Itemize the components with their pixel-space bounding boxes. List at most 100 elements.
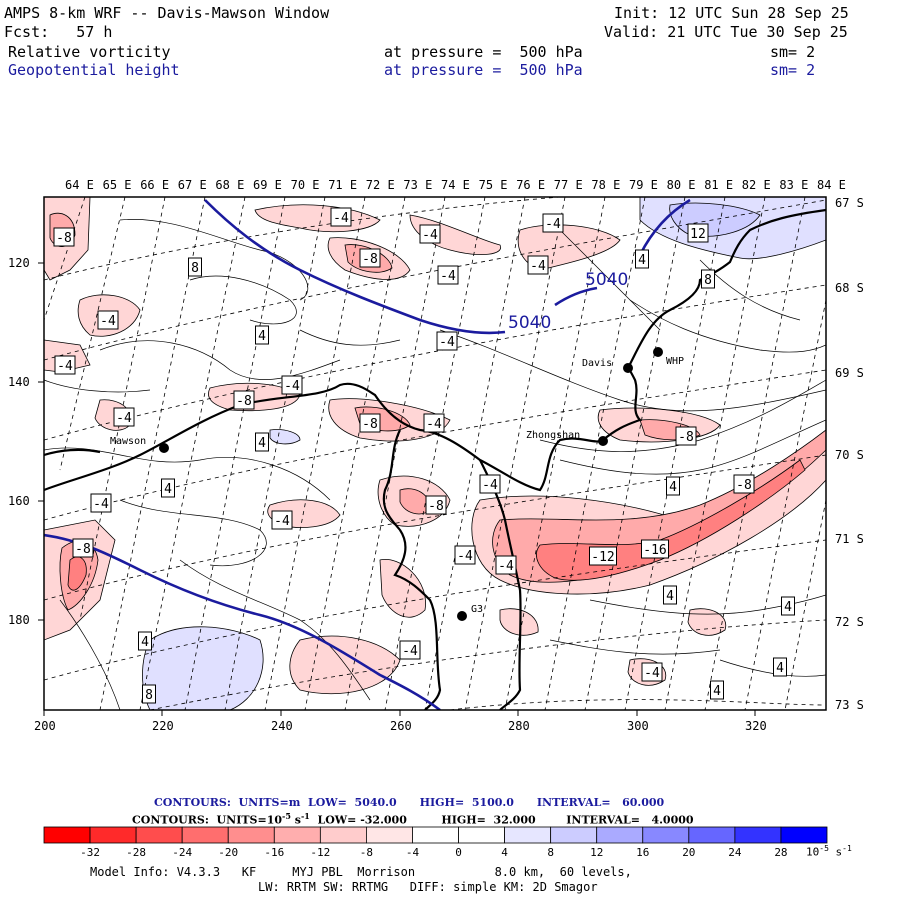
- longitude-label: 78 E: [591, 178, 620, 192]
- colorbar-tick-label: -24: [172, 846, 192, 859]
- vorticity-label: 4: [255, 432, 269, 452]
- colorbar-tick-label: 28: [774, 846, 787, 859]
- field2-level: at pressure = 500 hPa: [384, 61, 583, 79]
- shading-dark: [67, 459, 806, 591]
- colorbar-segment: [319, 826, 367, 844]
- station-zhongshan-label: Zhongshan: [526, 430, 580, 441]
- contours-vorticity-info: CONTOURS: UNITS=10-5 s-1 LOW= -32.000 HI…: [132, 811, 694, 827]
- height-label: 5040: [585, 270, 628, 290]
- svg-text:-4: -4: [498, 559, 514, 574]
- vorticity-label: 4: [663, 585, 677, 605]
- longitude-label: 64 E: [65, 178, 94, 192]
- vorticity-label: -4: [399, 640, 421, 660]
- y-tick-label: 120: [8, 256, 30, 270]
- vorticity-label: 4: [666, 476, 680, 496]
- model-physics: LW: RRTM SW: RRTMG DIFF: simple KM: 2D S…: [258, 880, 598, 894]
- latitude-label: 69 S: [835, 366, 864, 380]
- longitude-label: 81 E: [704, 178, 733, 192]
- vorticity-label: -4: [97, 310, 119, 330]
- colorbar-unit: 10-5 s-1: [806, 844, 852, 859]
- vorticity-label: -4: [271, 510, 293, 530]
- field2-smoothing: sm= 2: [770, 61, 816, 79]
- svg-text:-8: -8: [736, 478, 752, 493]
- svg-text:-4: -4: [402, 644, 418, 659]
- colorbar-segment: [504, 826, 552, 844]
- colorbar-segment: [596, 826, 644, 844]
- svg-text:-4: -4: [530, 259, 546, 274]
- y-tick-label: 160: [8, 494, 30, 508]
- colorbar-segment: [43, 826, 91, 844]
- vorticity-label: -4: [281, 375, 303, 395]
- vorticity-label: -8: [72, 538, 94, 558]
- station-davis-label: Davis: [582, 358, 612, 369]
- svg-text:-4: -4: [439, 335, 455, 350]
- svg-text:-8: -8: [75, 542, 91, 557]
- longitude-label: 71 E: [328, 178, 357, 192]
- svg-text:-4: -4: [274, 514, 290, 529]
- latitude-label: 67 S: [835, 196, 864, 210]
- colorbar-tick-label: 4: [501, 846, 508, 859]
- vorticity-label: -8: [359, 248, 381, 268]
- svg-text:4: 4: [164, 482, 172, 497]
- station-markers: [159, 347, 663, 621]
- vorticity-label: 8: [701, 269, 715, 289]
- colorbar-segment: [550, 826, 598, 844]
- longitude-label: 69 E: [253, 178, 282, 192]
- station-g3-label: G3: [471, 604, 483, 615]
- colorbar-tick-label: 20: [682, 846, 695, 859]
- x-tick-label: 300: [627, 719, 649, 733]
- colorbar-segment: [135, 826, 183, 844]
- svg-text:-16: -16: [643, 543, 666, 558]
- x-axis-ticks: 200 220 240 260 280 300 320: [34, 719, 767, 733]
- svg-text:-4: -4: [422, 228, 438, 243]
- longitude-label: 77 E: [554, 178, 583, 192]
- latitude-label: 72 S: [835, 615, 864, 629]
- thin-contours: [44, 219, 826, 710]
- longitude-label: 67 E: [178, 178, 207, 192]
- coastline: [44, 208, 826, 710]
- vorticity-label: -4: [423, 413, 445, 433]
- station-mawson-marker: [159, 443, 169, 453]
- x-tick-label: 280: [508, 719, 530, 733]
- longitude-label: 66 E: [140, 178, 169, 192]
- svg-text:4: 4: [776, 661, 784, 676]
- vorticity-label: -4: [454, 545, 476, 565]
- contours-height-info: CONTOURS: UNITS=m LOW= 5040.0 HIGH= 5100…: [154, 796, 665, 809]
- colorbar-segment: [412, 826, 459, 844]
- svg-text:-8: -8: [428, 499, 444, 514]
- longitude-label: 80 E: [667, 178, 696, 192]
- field1-smoothing: sm= 2: [770, 43, 816, 61]
- svg-text:-8: -8: [362, 417, 378, 432]
- colorbar-tick-label: -16: [264, 846, 284, 859]
- vorticity-label: -8: [53, 227, 75, 247]
- y-tick-label: 140: [8, 375, 30, 389]
- longitude-label: 68 E: [215, 178, 244, 192]
- vorticity-label: -4: [542, 213, 564, 233]
- colorbar-tick-label: 16: [636, 846, 649, 859]
- longitude-label: 74 E: [441, 178, 470, 192]
- colorbar-ticks: -32 -28 -24 -20 -16 -12 -8 -4 0 4 8 12 16 20 24 28: [80, 846, 787, 859]
- vorticity-label: -16: [641, 539, 669, 559]
- vorticity-label: -4: [479, 474, 501, 494]
- svg-text:4: 4: [141, 635, 149, 650]
- latitude-label: 73 S: [835, 698, 864, 712]
- svg-text:4: 4: [258, 329, 266, 344]
- vorticity-label: 4: [161, 478, 175, 498]
- colorbar-segment: [366, 826, 413, 844]
- svg-text:4: 4: [784, 600, 792, 615]
- svg-text:4: 4: [669, 480, 677, 495]
- station-mawson-label: Mawson: [110, 436, 146, 447]
- svg-text:8: 8: [145, 688, 153, 703]
- station-davis-marker: [623, 363, 633, 373]
- x-tick-label: 220: [152, 719, 174, 733]
- longitude-label: 84 E: [817, 178, 846, 192]
- colorbar-tick-label: -28: [126, 846, 146, 859]
- svg-text:-4: -4: [284, 379, 300, 394]
- colorbar-segment: [734, 826, 782, 844]
- svg-text:-4: -4: [482, 478, 498, 493]
- colorbar-tick-label: -12: [310, 846, 330, 859]
- longitude-label: 65 E: [103, 178, 132, 192]
- vorticity-label: -4: [437, 265, 459, 285]
- colorbar: [43, 826, 828, 844]
- svg-text:-8: -8: [236, 394, 252, 409]
